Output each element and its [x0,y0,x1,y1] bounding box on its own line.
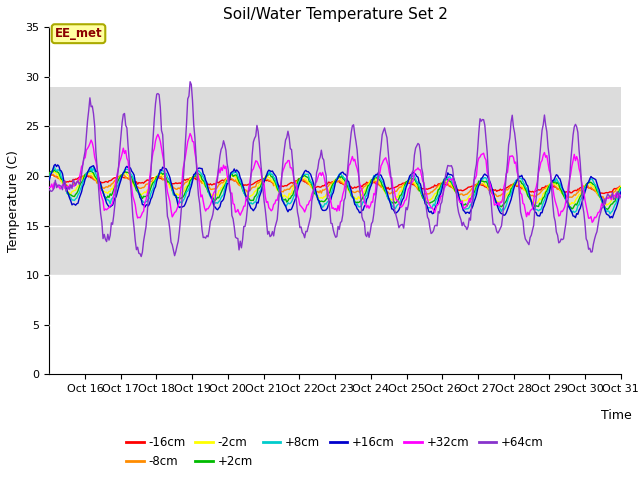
Y-axis label: Temperature (C): Temperature (C) [7,150,20,252]
X-axis label: Time: Time [602,409,632,422]
Legend: -16cm, -8cm, -2cm, +2cm, +8cm, +16cm, +32cm, +64cm: -16cm, -8cm, -2cm, +2cm, +8cm, +16cm, +3… [122,432,548,473]
Title: Soil/Water Temperature Set 2: Soil/Water Temperature Set 2 [223,7,447,22]
Bar [49,87,621,275]
Text: EE_met: EE_met [54,27,102,40]
